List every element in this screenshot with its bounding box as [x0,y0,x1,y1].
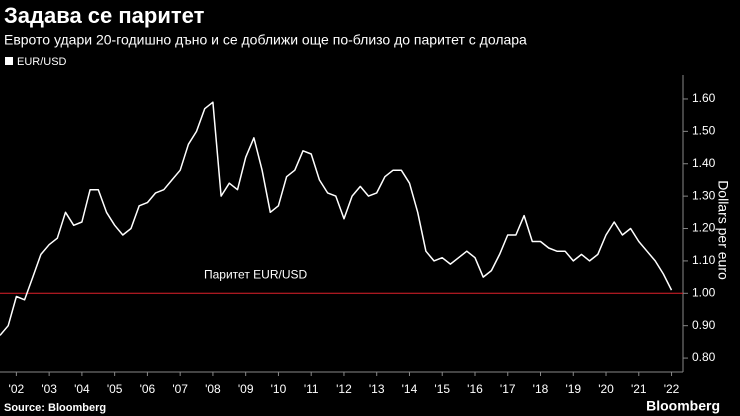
x-tick-label: '07 [172,382,188,396]
y-tick-label: 1.60 [692,91,716,105]
x-tick-label: '08 [205,382,221,396]
x-tick-label: '03 [41,382,57,396]
y-tick-label: 1.10 [692,253,716,267]
x-tick-label: '13 [369,382,385,396]
x-tick-label: '09 [238,382,254,396]
source: Source: Bloomberg [4,402,106,414]
legend-swatch [5,57,13,65]
y-tick-label: 0.90 [692,318,716,332]
y-tick-label: 1.20 [692,221,716,235]
y-tick-label: 0.80 [692,350,716,364]
brand-logo: Bloomberg [646,398,720,414]
x-tick-label: '10 [271,382,287,396]
x-tick-label: '02 [9,382,25,396]
y-tick-label: 1.40 [692,156,716,170]
x-tick-label: '19 [565,382,581,396]
reference-label: Паритет EUR/USD [204,267,307,281]
y-tick-label: 1.00 [692,285,716,299]
chart-subtitle: Еврото удари 20-годишно дъно и се доближ… [4,32,527,48]
x-tick-label: '16 [467,382,483,396]
legend-label: EUR/USD [17,56,67,68]
y-tick-label: 1.30 [692,188,716,202]
y-tick-label: 1.50 [692,124,716,138]
x-tick-label: '06 [140,382,156,396]
x-tick-label: '15 [434,382,450,396]
x-tick-label: '05 [107,382,123,396]
x-tick-label: '12 [336,382,352,396]
x-tick-label: '14 [402,382,418,396]
y-axis-label: Dollars per euro [715,180,731,280]
x-tick-label: '11 [304,382,319,396]
x-tick-label: '22 [664,382,680,396]
x-tick-label: '04 [74,382,90,396]
x-tick-label: '20 [598,382,614,396]
chart-title: Задава се паритет [4,3,205,28]
x-tick-label: '17 [500,382,516,396]
series-line [0,101,673,336]
x-tick-label: '21 [631,382,647,396]
x-tick-label: '18 [533,382,549,396]
